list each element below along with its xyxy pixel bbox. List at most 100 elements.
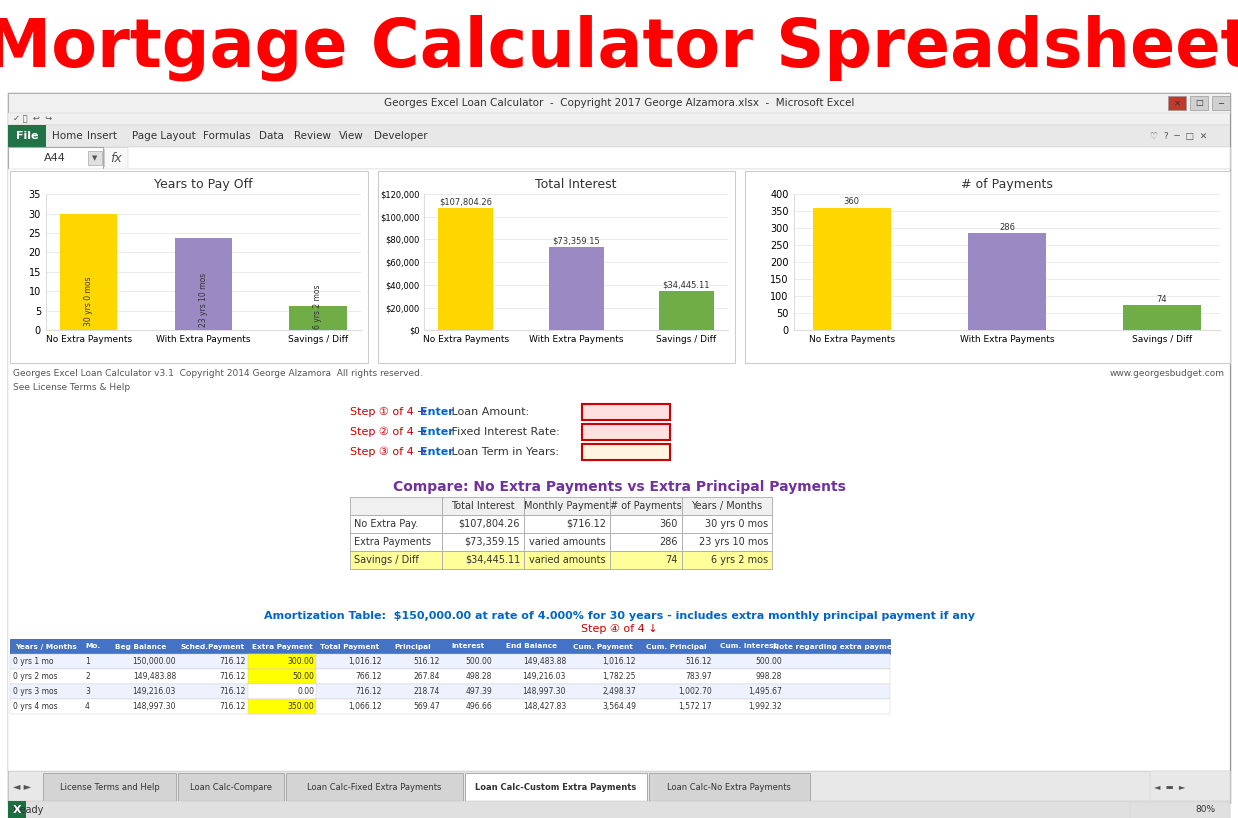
Bar [745,171,1231,363]
Text: ◄ ►: ◄ ► [14,782,31,792]
Text: License Terms and Help: License Terms and Help [59,783,160,792]
Text: 30: 30 [652,447,666,457]
Text: $73,359.15: $73,359.15 [464,537,520,547]
Text: Extra Payments: Extra Payments [354,537,431,547]
Text: 4.000%: 4.000% [624,427,666,437]
Text: Home: Home [52,131,83,141]
Text: 6 yrs 2 mos: 6 yrs 2 mos [711,555,768,565]
Text: End Balance: End Balance [505,644,557,649]
Title: # of Payments: # of Payments [961,178,1052,191]
Text: 0.00: 0.00 [297,687,314,696]
Bar [442,533,524,551]
Bar [524,551,610,569]
Text: 1,992.32: 1,992.32 [749,702,782,711]
Bar [1130,803,1231,818]
Text: 1,782.25: 1,782.25 [603,672,636,681]
Text: 716.12: 716.12 [219,657,246,666]
Text: ✓ 💾  ↩  ↪: ✓ 💾 ↩ ↪ [14,115,52,124]
Bar [968,233,1046,330]
Text: 1,016.12: 1,016.12 [349,657,383,666]
Bar [1190,96,1208,110]
Text: 1,572.17: 1,572.17 [678,702,712,711]
Text: Georges Excel Loan Calculator  -  Copyright 2017 George Alzamora.xlsx  -  Micros: Georges Excel Loan Calculator - Copyrigh… [384,98,854,108]
Bar [178,773,284,801]
Text: 516.12: 516.12 [413,657,439,666]
Text: 300.00: 300.00 [287,657,314,666]
Bar [88,151,102,165]
Text: Sched.Payment: Sched.Payment [181,644,245,649]
Text: Compare: No Extra Payments vs Extra Principal Payments: Compare: No Extra Payments vs Extra Prin… [392,480,846,494]
Text: 516.12: 516.12 [686,657,712,666]
Bar [286,773,463,801]
Text: $107,804.26: $107,804.26 [458,519,520,529]
Bar [61,213,118,330]
Bar [248,654,316,669]
Bar [7,125,46,147]
Bar [682,497,773,515]
Bar [442,515,524,533]
Bar [7,801,1231,818]
Text: Years / Months: Years / Months [692,501,763,511]
Bar [248,684,316,699]
Text: 50.00: 50.00 [292,672,314,681]
Text: File: File [16,131,38,141]
Bar [7,93,1231,803]
Title: Years to Pay Off: Years to Pay Off [154,178,253,191]
Text: 149,216.03: 149,216.03 [522,672,566,681]
Text: $34,445.11: $34,445.11 [662,281,711,290]
Text: $34,445.11: $34,445.11 [464,555,520,565]
Text: Amortization Table:  $150,000.00 at rate of 4.000% for 30 years - includes extra: Amortization Table: $150,000.00 at rate … [264,611,974,621]
Bar [682,551,773,569]
Bar [438,208,494,330]
Text: 148,997.30: 148,997.30 [132,702,176,711]
Text: No Extra Pay.: No Extra Pay. [354,519,418,529]
Text: Principal: Principal [395,644,431,649]
Text: Step ② of 4 →: Step ② of 4 → [350,427,427,437]
Text: 6 yrs 2 mos: 6 yrs 2 mos [313,285,322,330]
Text: Insert: Insert [87,131,116,141]
Bar [682,533,773,551]
Text: ♡  ?  ─  □  ✕: ♡ ? ─ □ ✕ [1150,132,1207,141]
Text: Ready: Ready [14,805,43,815]
Bar [350,533,442,551]
Text: 3: 3 [85,687,90,696]
Bar [350,497,442,515]
Bar [7,771,1231,803]
Text: Loan Calc-No Extra Payments: Loan Calc-No Extra Payments [667,783,791,792]
Bar [10,684,890,699]
Bar [582,424,670,440]
Bar [1123,305,1201,330]
Text: Loan Calc-Custom Extra Payments: Loan Calc-Custom Extra Payments [475,783,636,792]
Bar [248,669,316,684]
Bar [649,773,810,801]
Text: 998.28: 998.28 [755,672,782,681]
Text: Fixed Interest Rate:: Fixed Interest Rate: [448,427,560,437]
Bar [7,93,1231,113]
Text: 148,997.30: 148,997.30 [522,687,566,696]
Text: 716.12: 716.12 [219,687,246,696]
Text: Interest: Interest [452,644,484,649]
Text: 267.84: 267.84 [413,672,439,681]
Text: View: View [339,131,364,141]
Text: 30 yrs 0 mos: 30 yrs 0 mos [704,519,768,529]
Text: Cum. Principal: Cum. Principal [646,644,707,649]
Text: Developer: Developer [374,131,427,141]
Text: Step ④ of 4 ↓: Step ④ of 4 ↓ [581,624,657,634]
Text: ◄  ▬  ►: ◄ ▬ ► [1154,783,1186,792]
Bar [10,654,890,669]
Text: □: □ [1195,98,1203,107]
Text: Loan Term in Years:: Loan Term in Years: [448,447,558,457]
Bar [610,533,682,551]
Bar [7,125,1231,147]
Text: 286: 286 [660,537,678,547]
Text: Loan Calc-Compare: Loan Calc-Compare [189,783,272,792]
Text: Data: Data [259,131,284,141]
Text: Step ③ of 4 →: Step ③ of 4 → [350,447,427,457]
Bar [610,515,682,533]
Bar [350,551,442,569]
Bar [659,291,714,330]
Text: Beg Balance: Beg Balance [115,644,167,649]
Text: 74: 74 [666,555,678,565]
Bar [610,551,682,569]
Text: Enter: Enter [420,447,454,457]
